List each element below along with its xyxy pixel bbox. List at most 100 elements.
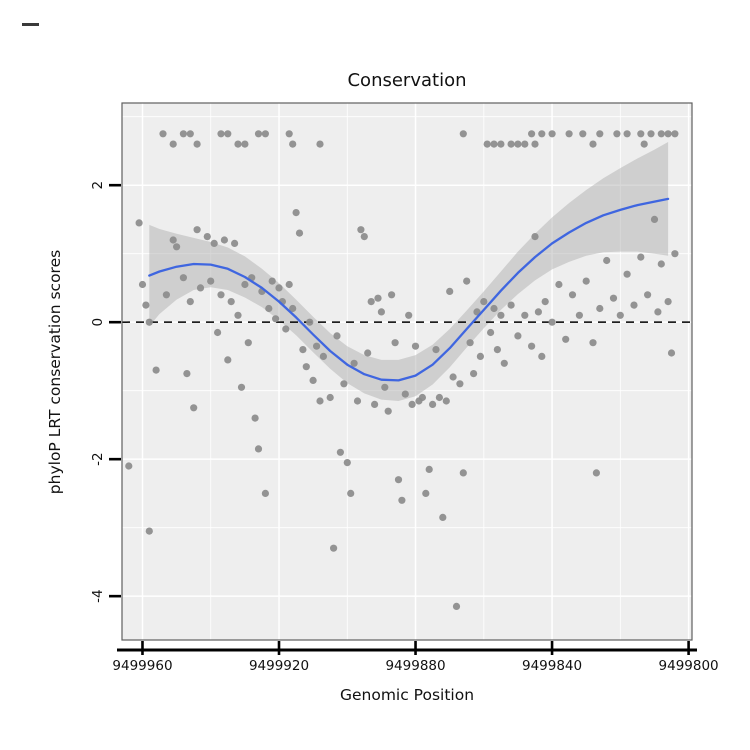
data-point bbox=[125, 462, 133, 470]
data-point bbox=[449, 373, 457, 381]
data-point bbox=[476, 352, 484, 360]
data-point bbox=[418, 393, 426, 402]
data-point bbox=[261, 130, 269, 138]
data-point bbox=[319, 352, 327, 360]
data-point bbox=[241, 140, 249, 148]
data-point bbox=[295, 229, 304, 237]
data-point bbox=[220, 236, 228, 244]
data-point bbox=[589, 339, 597, 347]
data-point bbox=[603, 256, 611, 265]
data-point bbox=[388, 291, 396, 299]
data-point bbox=[224, 130, 232, 138]
data-point bbox=[487, 328, 495, 337]
data-point bbox=[408, 400, 416, 408]
x-tick-label: 9499960 bbox=[112, 658, 172, 674]
data-point bbox=[493, 346, 501, 354]
data-point bbox=[193, 226, 201, 234]
data-point bbox=[374, 294, 382, 302]
data-point bbox=[316, 397, 324, 405]
data-point bbox=[514, 140, 522, 148]
data-point bbox=[217, 291, 225, 299]
data-point bbox=[507, 140, 515, 148]
data-point bbox=[173, 243, 181, 251]
data-point bbox=[575, 311, 584, 319]
data-point bbox=[528, 342, 536, 350]
data-point bbox=[152, 366, 160, 374]
data-point bbox=[613, 130, 621, 138]
data-point bbox=[244, 339, 252, 347]
data-point bbox=[333, 332, 341, 340]
data-point bbox=[251, 414, 259, 422]
data-point bbox=[179, 130, 187, 138]
data-point bbox=[401, 390, 409, 398]
data-point bbox=[490, 140, 498, 148]
data-point bbox=[145, 527, 153, 535]
data-point bbox=[446, 287, 454, 295]
corner-mark bbox=[22, 23, 39, 26]
data-point bbox=[579, 130, 587, 138]
data-point bbox=[490, 304, 498, 313]
data-point bbox=[272, 315, 280, 323]
x-tick-label: 9499880 bbox=[385, 658, 445, 674]
data-point bbox=[650, 215, 659, 223]
data-point bbox=[497, 311, 505, 319]
data-point bbox=[159, 130, 167, 138]
data-point bbox=[538, 352, 546, 360]
data-point bbox=[179, 274, 187, 282]
data-point bbox=[623, 270, 631, 278]
data-point bbox=[473, 308, 481, 316]
data-point bbox=[224, 356, 232, 364]
x-tick-label: 9499800 bbox=[659, 658, 719, 674]
data-point bbox=[210, 239, 218, 247]
data-point bbox=[254, 445, 263, 453]
data-point bbox=[234, 140, 242, 148]
data-point bbox=[531, 140, 539, 148]
data-point bbox=[582, 277, 590, 285]
data-point bbox=[313, 342, 321, 350]
data-point bbox=[285, 130, 293, 138]
data-point bbox=[377, 308, 385, 316]
data-point bbox=[162, 291, 170, 299]
data-point bbox=[384, 407, 392, 415]
data-point bbox=[664, 130, 672, 138]
data-point bbox=[183, 370, 191, 378]
data-point bbox=[309, 376, 317, 384]
data-point bbox=[360, 233, 368, 241]
data-point bbox=[671, 130, 679, 138]
data-point bbox=[336, 448, 344, 456]
data-point bbox=[609, 294, 618, 302]
data-point bbox=[265, 304, 273, 313]
y-tick-label: 2 bbox=[90, 181, 106, 190]
data-point bbox=[330, 544, 338, 552]
data-point bbox=[343, 459, 351, 467]
data-point bbox=[422, 489, 430, 497]
data-point bbox=[589, 140, 597, 148]
data-point bbox=[466, 339, 474, 347]
data-point bbox=[664, 298, 672, 306]
data-point bbox=[254, 130, 263, 138]
data-point bbox=[186, 130, 194, 138]
data-point bbox=[470, 370, 478, 378]
data-point bbox=[371, 400, 379, 408]
data-point bbox=[394, 476, 403, 484]
data-point bbox=[405, 311, 413, 319]
data-point bbox=[616, 311, 624, 319]
data-point bbox=[541, 298, 549, 306]
data-point bbox=[261, 489, 269, 497]
data-point bbox=[138, 280, 147, 289]
data-point bbox=[534, 308, 543, 316]
data-point bbox=[463, 277, 471, 285]
data-point bbox=[231, 239, 239, 247]
data-point bbox=[299, 346, 307, 354]
data-point bbox=[442, 397, 450, 405]
data-point bbox=[282, 325, 290, 333]
data-point bbox=[483, 140, 491, 148]
data-point bbox=[316, 140, 324, 148]
data-point bbox=[289, 140, 297, 148]
data-point bbox=[306, 318, 314, 326]
data-point bbox=[289, 304, 297, 313]
data-point bbox=[439, 513, 447, 522]
data-point bbox=[459, 130, 467, 138]
data-point bbox=[391, 339, 399, 347]
